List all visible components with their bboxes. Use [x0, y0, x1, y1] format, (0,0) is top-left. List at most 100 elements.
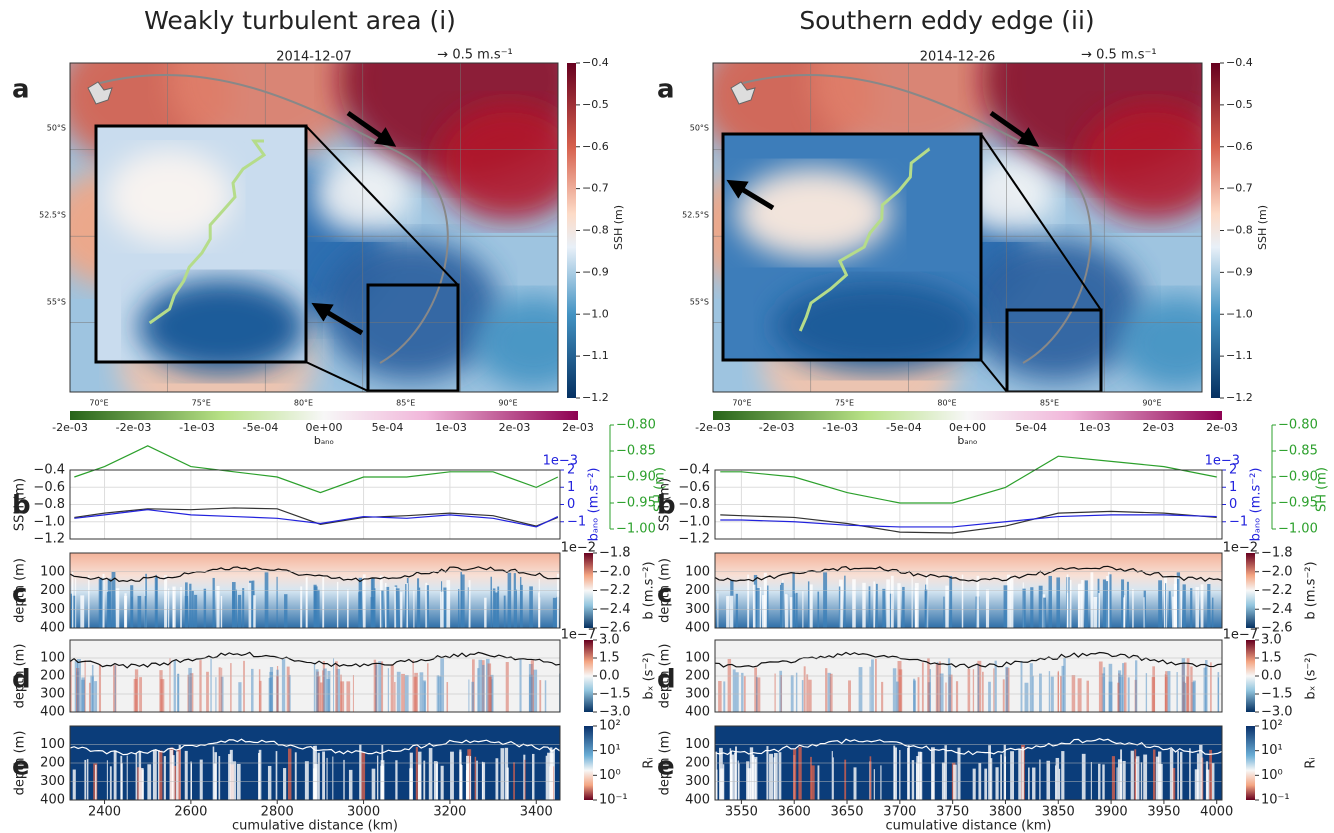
section-stripe: [1205, 761, 1209, 800]
section-stripe: [949, 665, 952, 712]
colorbar-tick-label: −1.5: [599, 687, 631, 702]
section-stripe: [323, 668, 327, 712]
section-stripe: [284, 594, 288, 628]
section-stripe: [977, 664, 980, 712]
colorbar-tick-label: −2.2: [1261, 583, 1293, 598]
section-stripe: [346, 681, 351, 712]
section-stripe: [531, 753, 535, 800]
section-stripe: [169, 749, 174, 800]
y2-tick-label: 1: [567, 480, 575, 495]
section-stripe: [362, 574, 366, 628]
section-stripe: [460, 764, 462, 800]
section-stripe: [802, 591, 804, 628]
section-stripe: [789, 597, 793, 628]
section-stripe: [886, 579, 890, 628]
section-stripe: [731, 754, 734, 800]
section-stripe: [990, 758, 993, 800]
section-stripe: [718, 680, 722, 712]
section-stripe: [164, 575, 168, 628]
section-stripe: [817, 765, 820, 800]
section-stripe: [967, 668, 971, 712]
colorbar-tick-label: 1.5: [599, 651, 620, 666]
section-stripe: [370, 597, 375, 628]
section-stripe: [138, 751, 142, 800]
x-tick-label: 3850: [1042, 805, 1075, 820]
section-stripe: [106, 760, 108, 800]
section-stripe: [1177, 751, 1179, 800]
colorbar-tick-label: −1.8: [599, 546, 631, 561]
section-stripe: [1081, 753, 1086, 800]
section-stripe: [808, 679, 812, 712]
colorbar-tick-label: -1e-03: [179, 421, 215, 434]
zoom-line: [980, 133, 1102, 311]
section-stripe: [773, 757, 776, 800]
section-stripe: [1102, 579, 1107, 628]
section-stripe: [769, 753, 774, 800]
section-stripe: [1210, 662, 1212, 712]
colorbar: [1246, 640, 1255, 712]
colorbar-tick-label: −2.0: [599, 564, 631, 579]
section-stripe: [72, 571, 74, 628]
y-tick-label: 300: [685, 602, 710, 617]
section-stripe: [513, 762, 515, 800]
section-stripe: [939, 673, 944, 712]
section-stripe: [1043, 597, 1047, 628]
section-stripe: [747, 574, 750, 628]
section-stripe: [401, 673, 405, 712]
colorbar-tick-label: 10⁰: [599, 768, 621, 783]
y-tick-label: 200: [685, 583, 710, 598]
section-stripe: [871, 659, 874, 712]
colorbar-tick-label: −0.8: [582, 224, 609, 237]
section-stripe: [1061, 665, 1065, 712]
colorbar-tick-label: 0.0: [1261, 669, 1282, 684]
section-stripe: [306, 576, 308, 628]
colorbar-tick-label: 5e-04: [372, 421, 404, 434]
section-stripe: [71, 595, 76, 628]
section-stripe: [235, 589, 237, 628]
section-stripe: [1155, 756, 1159, 800]
section-stripe: [476, 760, 478, 800]
section-stripe: [919, 751, 923, 800]
section-stripe: [1028, 767, 1030, 800]
x-tick-label: 3800: [989, 805, 1022, 820]
section-stripe: [995, 767, 999, 800]
plot-frame: [714, 639, 1223, 713]
section-stripe: [767, 585, 769, 628]
section-stripe: [152, 749, 157, 800]
section-stripe: [478, 659, 483, 712]
y-tick-label: 200: [685, 669, 710, 684]
y-tick-label: 400: [40, 621, 65, 636]
colorbar-tick-label: -2e-03: [116, 421, 152, 434]
colorbar-label: b (m.s⁻²): [642, 561, 657, 619]
section-stripe: [1190, 588, 1193, 628]
section-stripe: [1169, 749, 1174, 800]
section-stripe: [212, 577, 215, 628]
plot-frame: [69, 552, 561, 629]
colorbar-tick-label: −0.6: [1226, 140, 1253, 153]
colorbar-tick-label: -2e-03: [759, 421, 795, 434]
float-track: [148, 139, 267, 325]
section-stripe: [1172, 596, 1175, 628]
section-stripe: [913, 680, 916, 712]
y-tick-label: −0.8: [678, 497, 710, 512]
section-stripe: [1108, 571, 1110, 628]
y3-tick-label: −0.85: [1278, 444, 1318, 459]
section-stripe: [228, 754, 231, 800]
section-stripe: [1130, 750, 1134, 800]
section-stripe: [1078, 583, 1082, 628]
colorbar: [584, 640, 593, 712]
section-stripe: [427, 663, 429, 712]
plot-frame: [714, 552, 1223, 629]
colorbar-tick-label: 2e-03: [499, 421, 531, 434]
section-stripe: [1077, 678, 1082, 712]
section-stripe: [221, 667, 223, 712]
y-tick-label: −0.6: [678, 480, 710, 495]
section-stripe: [175, 751, 179, 800]
y-tick-label: 400: [685, 793, 710, 808]
section-stripe: [446, 682, 449, 712]
section-stripe: [102, 573, 105, 628]
panel-letter: d: [12, 665, 31, 695]
section-stripe: [533, 669, 538, 712]
section-stripe: [829, 673, 833, 712]
series-line: [720, 510, 1217, 534]
